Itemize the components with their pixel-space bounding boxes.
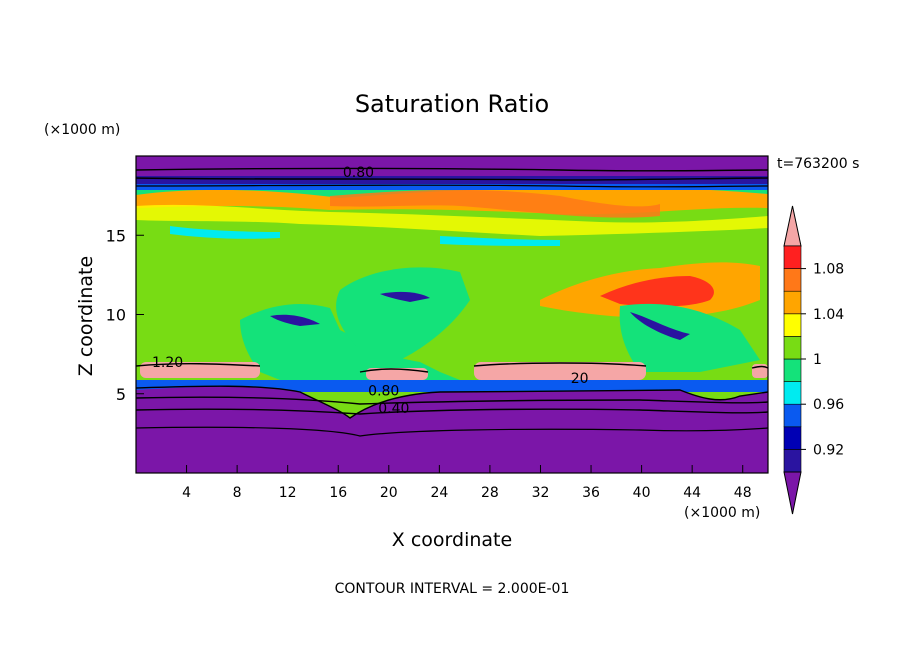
cap-pink-3 [474, 362, 646, 380]
cloud-left-blue [270, 314, 320, 326]
contour-label: 20 [571, 371, 589, 387]
contour-line-top-1 [136, 167, 768, 172]
x-tick-label: 28 [481, 485, 499, 501]
colorbar: 0.92 0.96 1 1.04 1.08 [783, 205, 844, 515]
colorbar-tick-label: 0.96 [813, 397, 844, 413]
contour-line-low-1 [136, 385, 768, 419]
x-tick-label: 12 [279, 485, 297, 501]
cloud-mid [336, 267, 470, 360]
contour-line-mid-1 [136, 362, 768, 373]
colorbar-top-triangle [783, 205, 802, 247]
cloud-right-blue [630, 312, 690, 340]
x-tick-label: 32 [532, 485, 550, 501]
colorbar-swatch [783, 290, 802, 315]
contour-line-low-4 [136, 426, 768, 437]
time-label: t=763200 s [777, 156, 859, 172]
y-axis-ticks: 5 10 15 [106, 226, 144, 404]
cap-pink-2 [366, 368, 428, 380]
contour-line-top-3 [136, 184, 768, 188]
colorbar-swatch [783, 403, 802, 428]
contour-label: 0.80 [343, 165, 374, 181]
chart-title: Saturation Ratio [355, 90, 549, 118]
colorbar-swatch [783, 268, 802, 292]
y-tick-label: 10 [106, 306, 126, 325]
x-axis-ticks: 4 8 12 16 20 24 28 32 36 40 44 48 [182, 465, 752, 501]
top-blue [136, 176, 768, 186]
colorbar-swatch [783, 381, 802, 405]
contour-line-low-3 [136, 408, 768, 415]
lower-blue-band [136, 380, 768, 392]
x-tick-label: 4 [182, 485, 191, 501]
y-unit-label: (×1000 m) [44, 122, 120, 138]
plot-area [136, 156, 768, 473]
cloud-right [619, 303, 760, 372]
top-purple [136, 156, 768, 176]
colorbar-tick-label: 1.08 [813, 262, 844, 278]
colorbar-tick-label: 1 [813, 352, 822, 368]
cap-pink-1 [140, 362, 260, 378]
region-red-right-core [600, 276, 714, 307]
colorbar-swatch [783, 313, 802, 337]
x-tick-label: 40 [633, 485, 651, 501]
contour-line-top-2 [136, 177, 768, 181]
band-cyan [170, 226, 280, 239]
lower-purple [136, 386, 768, 473]
colorbar-swatch [783, 449, 802, 473]
y-tick-label: 5 [116, 385, 126, 404]
x-tick-label: 20 [380, 485, 398, 501]
y-tick-label: 15 [106, 226, 126, 245]
x-tick-label: 24 [430, 485, 448, 501]
x-unit-label: (×1000 m) [684, 505, 760, 521]
x-tick-label: 8 [233, 485, 242, 501]
contour-interval-footer: CONTOUR INTERVAL = 2.000E-01 [335, 581, 570, 597]
band-upper-red [330, 189, 660, 218]
colorbar-tick-label: 1.04 [813, 307, 844, 323]
x-tick-label: 44 [683, 485, 701, 501]
x-tick-label: 48 [734, 485, 752, 501]
colorbar-swatch [783, 426, 802, 450]
contour-label: 0.40 [378, 401, 409, 417]
contour-label: 0.80 [368, 384, 399, 400]
cloud-mid-blue [380, 291, 430, 302]
colorbar-swatch [783, 245, 802, 269]
x-tick-label: 36 [582, 485, 600, 501]
cloud-left [240, 304, 460, 388]
colorbar-swatch [783, 358, 802, 382]
contour-label: 1.20 [152, 355, 183, 371]
y-axis-label: Z coordinate [75, 256, 97, 376]
colorbar-tick-label: 0.92 [813, 442, 844, 458]
band-upper-yellow [136, 204, 768, 236]
x-tick-label: 16 [329, 485, 347, 501]
colorbar-bottom-triangle [783, 471, 802, 515]
band-cyan-2 [440, 236, 560, 246]
top-cyan [136, 184, 768, 190]
x-axis-label: X coordinate [392, 529, 512, 551]
colorbar-swatch [783, 336, 802, 360]
contour-line-low-2 [136, 396, 768, 405]
